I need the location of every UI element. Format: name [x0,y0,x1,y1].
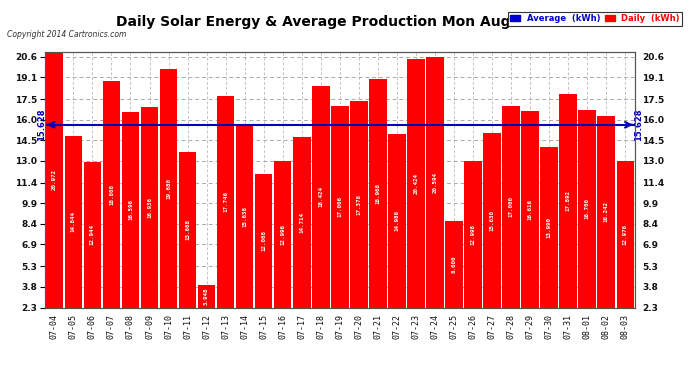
Text: 15.638: 15.638 [242,206,247,226]
Bar [578,110,596,339]
Bar [274,161,291,339]
Text: 12.068: 12.068 [262,230,266,251]
Bar [293,137,310,339]
Bar [369,79,386,339]
Bar [103,81,120,339]
Text: 20.972: 20.972 [52,169,57,190]
Text: 8.600: 8.600 [451,256,457,273]
Bar [179,152,197,339]
Bar [388,134,406,339]
Bar [141,107,158,339]
Bar [83,162,101,339]
Text: Daily Solar Energy & Average Production Mon Aug 4 05:53: Daily Solar Energy & Average Production … [116,15,574,29]
Bar [598,116,615,339]
Bar [483,133,501,339]
Text: 16.616: 16.616 [528,199,533,220]
Text: 14.986: 14.986 [395,210,400,231]
Bar [312,87,330,339]
Text: 19.680: 19.680 [166,178,171,199]
Bar [198,285,215,339]
Text: 15.628: 15.628 [634,108,643,141]
Text: 17.006: 17.006 [337,196,342,217]
Bar [407,59,425,339]
Bar [445,221,463,339]
Text: 16.936: 16.936 [147,196,152,217]
Bar [464,161,482,339]
Text: 17.378: 17.378 [356,194,362,214]
Text: 14.844: 14.844 [71,211,76,232]
Bar [540,147,558,339]
Text: 15.628: 15.628 [37,108,46,141]
Text: 12.996: 12.996 [280,224,285,245]
Bar [46,51,63,339]
Text: 17.000: 17.000 [509,196,513,217]
Text: 14.714: 14.714 [299,212,304,233]
Bar [255,174,273,339]
Bar [560,94,577,339]
Bar [65,135,82,339]
Text: 18.808: 18.808 [109,184,114,205]
Text: 17.746: 17.746 [223,191,228,212]
Bar [617,161,634,339]
Text: 15.030: 15.030 [490,210,495,231]
Bar [331,106,348,339]
Text: 12.976: 12.976 [623,224,628,245]
Bar [236,124,253,339]
Text: 17.892: 17.892 [566,190,571,211]
Text: 20.424: 20.424 [413,173,418,194]
Text: 3.948: 3.948 [204,288,209,305]
Bar [121,111,139,339]
Bar [502,106,520,339]
Bar [217,96,235,339]
Bar [426,57,444,339]
Text: 18.968: 18.968 [375,183,380,204]
Text: 13.668: 13.668 [185,219,190,240]
Text: 16.596: 16.596 [128,199,133,220]
Legend: Average  (kWh), Daily  (kWh): Average (kWh), Daily (kWh) [508,12,682,26]
Bar [350,101,368,339]
Text: 16.700: 16.700 [584,198,590,219]
Text: Copyright 2014 Cartronics.com: Copyright 2014 Cartronics.com [7,30,126,39]
Bar [160,69,177,339]
Text: 13.990: 13.990 [546,217,552,238]
Text: 20.594: 20.594 [433,172,437,193]
Text: 18.424: 18.424 [318,186,324,207]
Text: 12.998: 12.998 [471,224,475,245]
Bar [522,111,539,339]
Text: 12.944: 12.944 [90,224,95,245]
Text: 16.242: 16.242 [604,201,609,222]
